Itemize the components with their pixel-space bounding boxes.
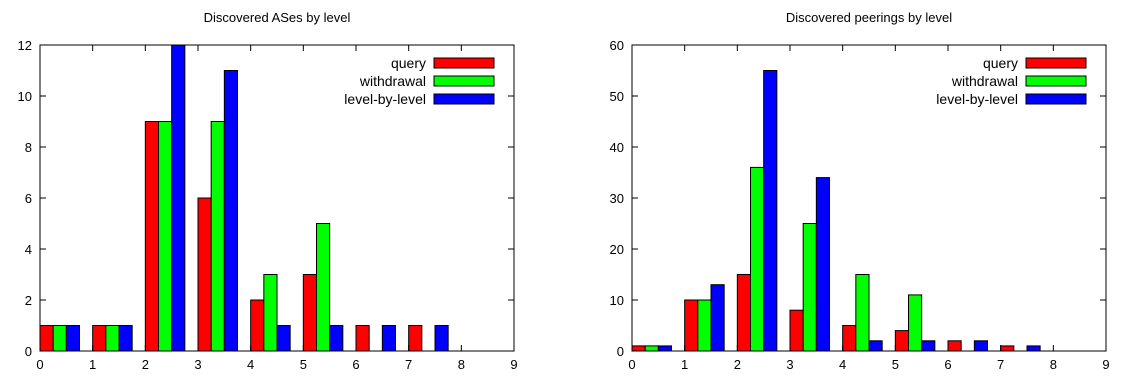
- x-tick-label: 4: [247, 357, 254, 372]
- bar-withdrawal: [697, 299, 712, 352]
- x-tick-label: 8: [458, 357, 465, 372]
- bar-level-by-level: [657, 345, 672, 352]
- bar-query: [736, 274, 751, 352]
- y-tick-label: 40: [610, 140, 624, 155]
- bar-level-by-level: [223, 70, 238, 352]
- bar-level-by-level: [815, 177, 830, 352]
- bar-withdrawal: [316, 223, 331, 352]
- x-tick-label: 6: [944, 357, 951, 372]
- bar-query: [684, 299, 699, 352]
- legend-swatch: [433, 57, 495, 69]
- y-tick-label: 6: [25, 191, 32, 206]
- y-tick-label: 12: [18, 38, 32, 53]
- x-tick-label: 3: [786, 357, 793, 372]
- bar-level-by-level: [710, 284, 725, 352]
- bar-query: [842, 325, 857, 352]
- bar-level-by-level: [171, 44, 186, 352]
- y-tick-label: 10: [18, 89, 32, 104]
- legend-label: withdrawal: [951, 73, 1018, 89]
- x-tick-label: 3: [194, 357, 201, 372]
- bar-withdrawal: [105, 325, 120, 352]
- legend-label: level-by-level: [344, 91, 426, 107]
- y-tick-label: 60: [610, 38, 624, 53]
- bar-level-by-level: [65, 325, 81, 352]
- x-tick-label: 6: [352, 357, 359, 372]
- legend-swatch: [433, 75, 495, 87]
- x-tick-label: 4: [839, 357, 846, 372]
- bar-level-by-level: [973, 340, 988, 352]
- y-tick-label: 0: [25, 344, 32, 359]
- y-tick-label: 4: [25, 242, 32, 257]
- bar-withdrawal: [855, 274, 870, 352]
- bar-query: [250, 299, 265, 352]
- x-tick-label: 5: [300, 357, 307, 372]
- x-tick-label: 8: [1050, 357, 1057, 372]
- x-tick-label: 2: [142, 357, 149, 372]
- y-tick-label: 0: [617, 344, 624, 359]
- bar-query: [789, 309, 804, 352]
- bar-query: [894, 330, 909, 352]
- bar-query: [631, 345, 646, 352]
- chart-title: Discovered ASes by level: [204, 10, 351, 25]
- legend-label: query: [391, 55, 426, 71]
- bar-query: [39, 325, 54, 352]
- bar-level-by-level: [381, 325, 397, 352]
- legend-swatch: [1025, 75, 1087, 87]
- y-tick-label: 30: [610, 191, 624, 206]
- bar-level-by-level: [868, 340, 883, 352]
- legend-swatch: [1025, 57, 1087, 69]
- bar-query: [197, 197, 212, 352]
- x-tick-label: 5: [892, 357, 899, 372]
- x-tick-label: 0: [628, 357, 635, 372]
- bar-level-by-level: [1026, 345, 1041, 352]
- legend-label: withdrawal: [359, 73, 426, 89]
- bar-withdrawal: [802, 223, 817, 352]
- x-tick-label: 7: [997, 357, 1004, 372]
- y-tick-label: 50: [610, 89, 624, 104]
- legend-label: query: [983, 55, 1018, 71]
- bar-level-by-level: [276, 325, 291, 352]
- legend-swatch: [433, 93, 495, 105]
- legend-label: level-by-level: [936, 91, 1018, 107]
- bar-level-by-level: [763, 70, 778, 352]
- x-tick-label: 2: [734, 357, 741, 372]
- y-tick-label: 2: [25, 293, 32, 308]
- x-tick-label: 7: [405, 357, 412, 372]
- y-tick-label: 20: [610, 242, 624, 257]
- bar-withdrawal: [908, 294, 923, 352]
- bar-withdrawal: [158, 121, 173, 352]
- legend-swatch: [1025, 93, 1087, 105]
- bar-query: [355, 325, 370, 352]
- bar-query: [92, 325, 107, 352]
- x-tick-label: 9: [510, 357, 517, 372]
- bar-query: [144, 121, 159, 352]
- chart-title: Discovered peerings by level: [786, 10, 952, 25]
- y-tick-label: 8: [25, 140, 32, 155]
- bar-level-by-level: [921, 340, 936, 352]
- bar-query: [947, 340, 962, 352]
- bar-query: [1000, 345, 1015, 352]
- bar-level-by-level: [434, 325, 449, 352]
- bar-query: [302, 274, 318, 352]
- x-tick-label: 1: [681, 357, 688, 372]
- bar-withdrawal: [210, 121, 225, 352]
- bar-withdrawal: [52, 325, 67, 352]
- x-tick-label: 9: [1102, 357, 1109, 372]
- bar-level-by-level: [118, 325, 133, 352]
- bar-withdrawal: [750, 166, 765, 352]
- chart-panel-2: Discovered peerings by level 0 1 2 3 4 5 6 7 8 9 0 1…: [610, 10, 1110, 372]
- x-tick-label: 1: [89, 357, 96, 372]
- bar-level-by-level: [329, 325, 344, 352]
- bar-query: [408, 325, 423, 352]
- bar-withdrawal: [644, 345, 659, 352]
- bar-withdrawal: [263, 274, 278, 352]
- y-tick-label: 10: [610, 293, 624, 308]
- x-tick-label: 0: [36, 357, 43, 372]
